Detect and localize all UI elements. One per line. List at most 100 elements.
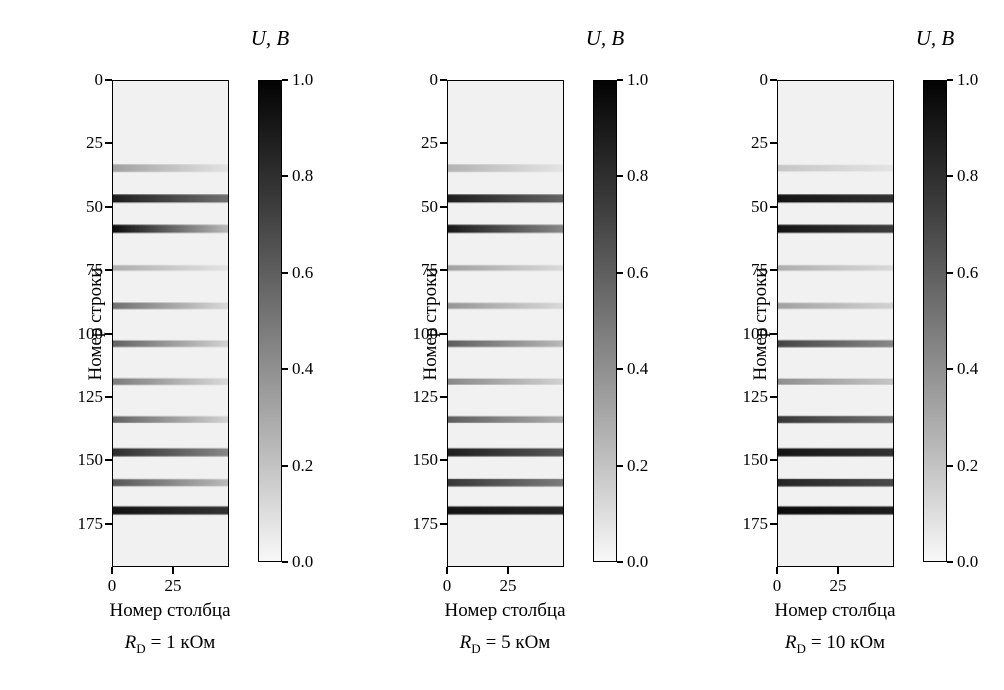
x-tick-label: 0 <box>442 576 452 595</box>
y-tick-mark <box>105 522 112 525</box>
colorbar-tick-mark <box>282 79 288 81</box>
y-tick-label: 50 <box>421 196 438 216</box>
y-tick-label: 100 <box>412 323 439 343</box>
colorbar-tick-mark <box>282 271 288 274</box>
caption-symbol: R <box>459 632 472 653</box>
colorbar <box>593 80 617 562</box>
heatmap-panel-rd5: U, В Номер строки 0 25 50 75 100 125 150 175 Но… <box>335 0 670 690</box>
y-tick-label: 125 <box>77 387 104 407</box>
y-tick-mark <box>440 205 447 208</box>
y-axis-ticks: 0 25 50 75 100 125 150 175 <box>335 70 439 567</box>
caption-subscript: D <box>136 640 146 656</box>
y-tick-label: 75 <box>86 260 103 280</box>
y-tick-mark <box>440 522 447 525</box>
colorbar-tick-mark <box>617 464 623 467</box>
panel-caption: RD = 5 кОм <box>405 632 605 657</box>
y-tick-mark <box>105 142 112 145</box>
y-tick-label: 50 <box>751 196 768 216</box>
y-tick-label: 150 <box>77 450 104 470</box>
y-axis-ticks: 0 25 50 75 100 125 150 175 <box>0 70 104 567</box>
x-axis-label: Номер столбца <box>109 600 231 621</box>
colorbar-tick-label: 1.0 <box>627 70 649 89</box>
colorbar-tick-label: 0.0 <box>957 552 979 571</box>
caption-symbol: R <box>124 632 137 653</box>
y-tick-label: 0 <box>94 70 104 89</box>
x-tick-mark <box>111 567 113 574</box>
colorbar-tick-mark <box>617 368 623 371</box>
y-tick-mark <box>440 142 447 145</box>
colorbar-tick-label: 0.8 <box>627 166 649 186</box>
heatmap-panel-rd10: U, В Номер строки 0 25 50 75 100 125 150 175 Но… <box>665 0 1000 690</box>
heatmap-canvas <box>113 81 228 566</box>
y-tick-label: 50 <box>86 196 103 216</box>
x-tick-mark <box>776 567 778 574</box>
colorbar-tick-label: 0.4 <box>292 359 314 379</box>
caption-value: = 1 кОм <box>150 632 216 653</box>
colorbar-tick-mark <box>617 271 623 274</box>
caption-value: = 5 кОм <box>485 632 551 653</box>
colorbar-tick-mark <box>282 368 288 371</box>
y-tick-mark <box>770 459 777 462</box>
caption-symbol: R <box>784 632 797 653</box>
colorbar-tick-label: 0.6 <box>292 262 314 282</box>
x-tick-mark <box>836 567 839 574</box>
colorbar-tick-label: 0.2 <box>627 455 649 475</box>
colorbar-tick-mark <box>282 464 288 467</box>
y-tick-label: 0 <box>429 70 439 89</box>
heatmap-canvas <box>778 81 893 566</box>
x-tick-mark <box>446 567 448 574</box>
y-tick-mark <box>105 396 112 399</box>
colorbar-tick-label: 0.8 <box>292 166 314 186</box>
colorbar-tick-label: 0.0 <box>627 552 649 571</box>
panel-caption: RD = 1 кОм <box>70 632 270 657</box>
colorbar-tick-label: 0.8 <box>957 166 979 186</box>
y-tick-mark <box>770 396 777 399</box>
y-tick-label: 125 <box>412 387 439 407</box>
colorbar-tick-mark <box>617 561 623 563</box>
panel-caption: RD = 10 кОм <box>735 632 935 657</box>
y-tick-mark <box>770 205 777 208</box>
x-tick-label: 25 <box>499 576 517 595</box>
y-tick-label: 25 <box>86 133 103 153</box>
y-tick-mark <box>440 79 447 81</box>
y-tick-label: 75 <box>421 260 438 280</box>
y-tick-label: 0 <box>759 70 769 89</box>
y-tick-mark <box>105 205 112 208</box>
y-tick-label: 25 <box>751 133 768 153</box>
x-axis-label: Номер столбца <box>444 600 566 621</box>
y-tick-label: 150 <box>412 450 439 470</box>
y-tick-label: 175 <box>742 513 769 533</box>
heatmap-panel-rd1: U, В Номер строки 0 25 50 75 100 125 150 175 Но… <box>0 0 335 690</box>
colorbar-tick-label: 0.6 <box>957 262 979 282</box>
x-tick-label: 0 <box>772 576 782 595</box>
colorbar-tick-mark <box>947 464 953 467</box>
colorbar-tick-label: 1.0 <box>292 70 314 89</box>
y-tick-label: 75 <box>751 260 768 280</box>
y-tick-label: 125 <box>742 387 769 407</box>
y-tick-mark <box>770 332 777 335</box>
colorbar <box>923 80 947 562</box>
colorbar-tick-mark <box>947 79 953 81</box>
y-tick-mark <box>440 332 447 335</box>
x-axis-label: Номер столбца <box>774 600 896 621</box>
y-tick-mark <box>770 142 777 145</box>
y-tick-label: 100 <box>77 323 104 343</box>
x-tick-label: 0 <box>107 576 117 595</box>
colorbar-tick-mark <box>617 175 623 178</box>
heatmap-plot <box>777 80 894 567</box>
colorbar-tick-label: 0.2 <box>957 455 979 475</box>
y-tick-mark <box>440 459 447 462</box>
y-tick-mark <box>770 269 777 272</box>
colorbar-tick-label: 0.4 <box>627 359 649 379</box>
colorbar-tick-mark <box>947 561 953 563</box>
y-tick-label: 175 <box>412 513 439 533</box>
heatmap-plot <box>447 80 564 567</box>
caption-subscript: D <box>471 640 481 656</box>
colorbar-tick-mark <box>617 79 623 81</box>
colorbar-tick-label: 0.2 <box>292 455 314 475</box>
y-tick-label: 100 <box>742 323 769 343</box>
y-tick-label: 150 <box>742 450 769 470</box>
colorbar-title: U, В <box>585 26 625 50</box>
y-tick-label: 25 <box>421 133 438 153</box>
y-tick-mark <box>770 522 777 525</box>
